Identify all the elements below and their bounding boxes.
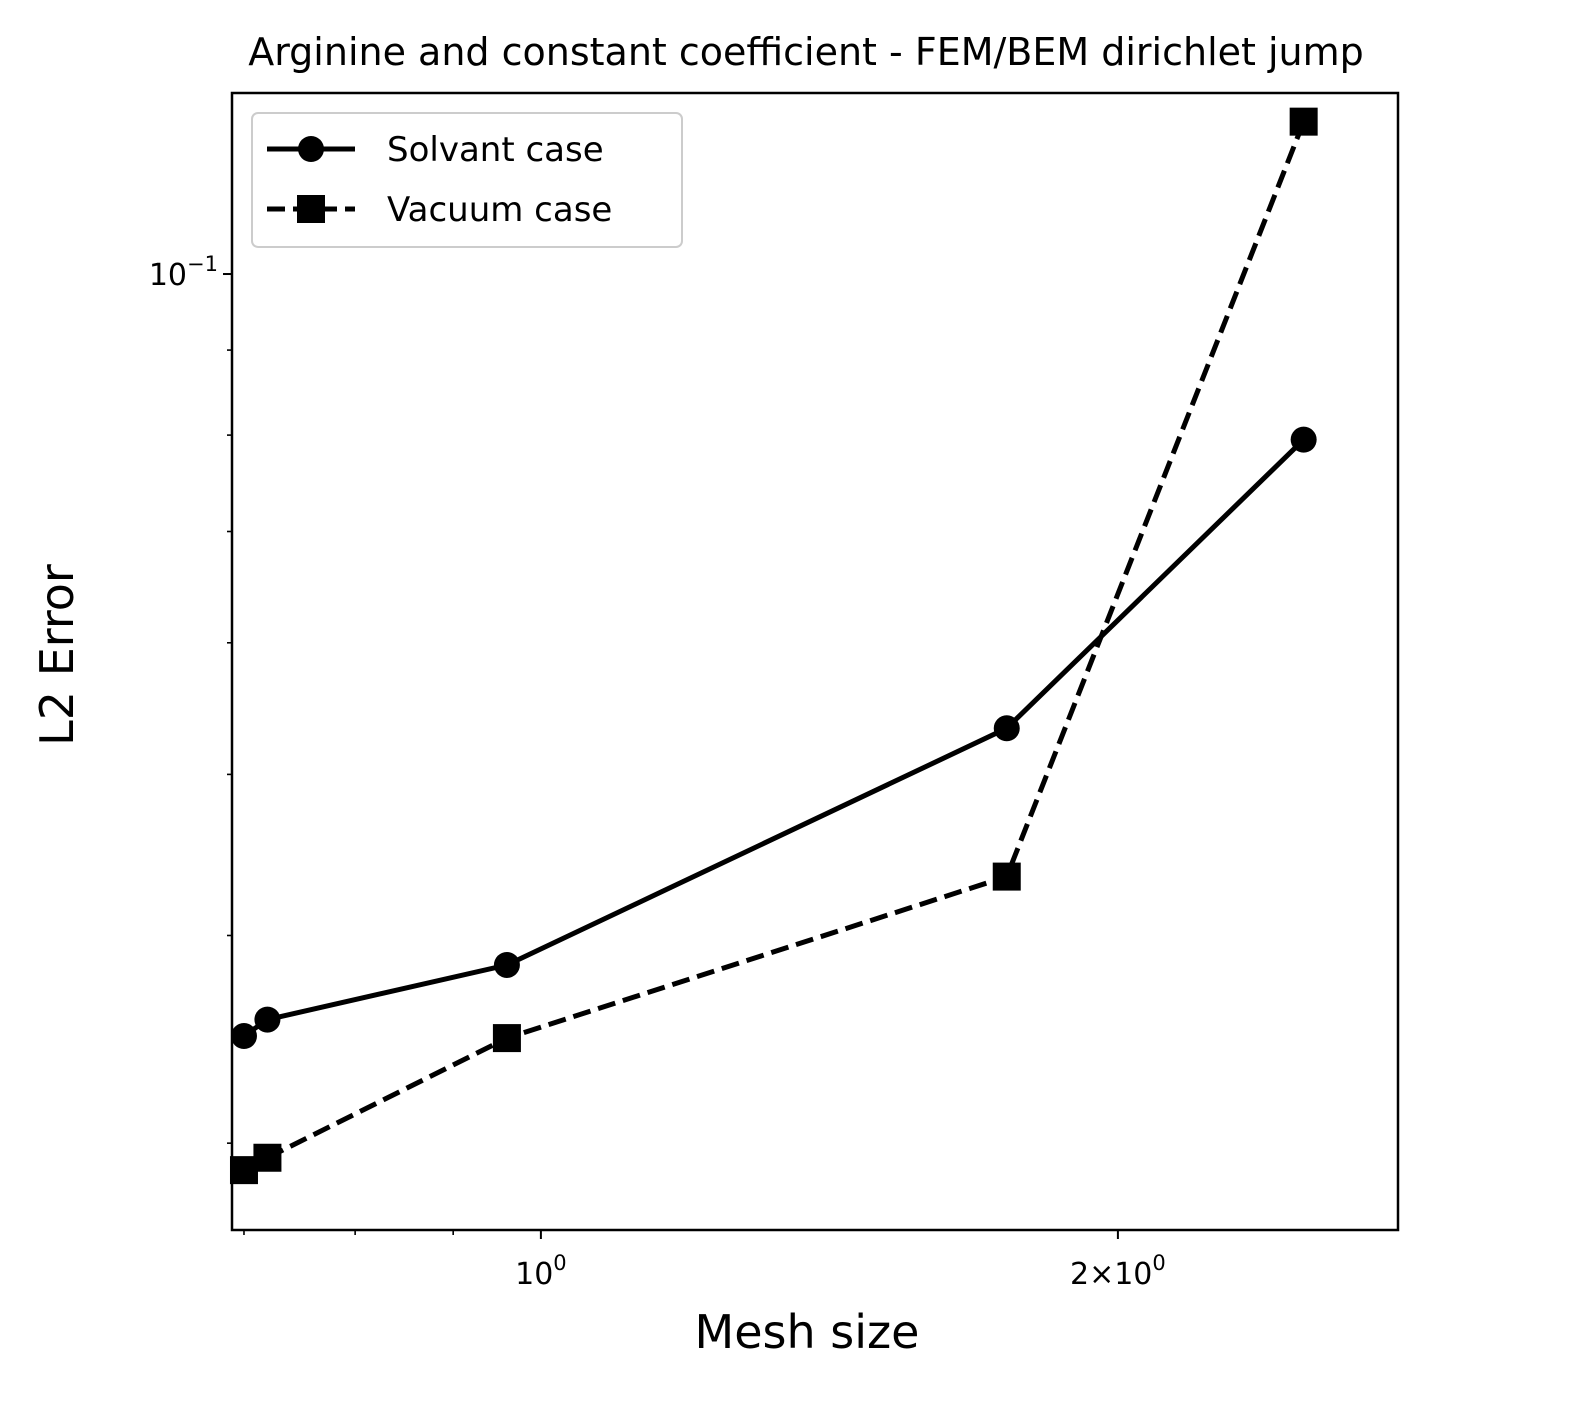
chart-title: Arginine and constant coefficient - FEM/… — [248, 30, 1364, 74]
legend-label-solvant-case: Solvant case — [387, 130, 604, 170]
y-tick-label-exponent: −1 — [187, 252, 218, 276]
data-point-solvant-case — [493, 951, 520, 978]
data-point-solvant-case — [993, 715, 1020, 742]
y-tick-label: 10−1 — [149, 252, 218, 293]
data-point-vacuum-case — [492, 1024, 521, 1053]
series-vacuum-case — [229, 107, 1318, 1185]
x-tick-label-base: 2×10 — [1070, 1257, 1152, 1292]
x-tick-label-exponent: 0 — [553, 1251, 566, 1275]
legend-label-vacuum-case: Vacuum case — [387, 190, 612, 230]
x-tick-label: 100 — [515, 1251, 567, 1292]
legend: Solvant case Vacuum case — [251, 112, 683, 248]
data-point-vacuum-case — [229, 1156, 258, 1185]
data-point-vacuum-case — [253, 1143, 282, 1172]
legend-box — [251, 112, 683, 248]
x-tick-label-exponent: 0 — [1152, 1251, 1165, 1275]
plot-frame — [230, 91, 1400, 1232]
series-layer — [229, 107, 1318, 1185]
legend-marker-vacuum-case — [297, 195, 325, 223]
data-point-solvant-case — [254, 1006, 281, 1033]
series-solvant-case — [230, 426, 1317, 1050]
y-axis-ticks: 10−1 — [149, 252, 232, 1144]
data-point-vacuum-case — [992, 862, 1021, 891]
legend-item-vacuum-case: Vacuum case — [267, 190, 612, 230]
data-point-solvant-case — [230, 1023, 257, 1050]
y-axis-label: L2 Error — [30, 564, 84, 746]
legend-item-solvant-case: Solvant case — [267, 130, 604, 170]
x-axis-label: Mesh size — [695, 1305, 920, 1359]
legend-marker-solvant-case — [298, 136, 324, 162]
x-tick-label-base: 10 — [515, 1257, 553, 1292]
legend-items: Solvant case Vacuum case — [267, 130, 612, 230]
data-point-solvant-case — [1290, 426, 1317, 453]
data-point-vacuum-case — [1289, 107, 1318, 136]
x-tick-label: 2×100 — [1070, 1251, 1166, 1292]
y-tick-label-base: 10 — [149, 258, 187, 293]
